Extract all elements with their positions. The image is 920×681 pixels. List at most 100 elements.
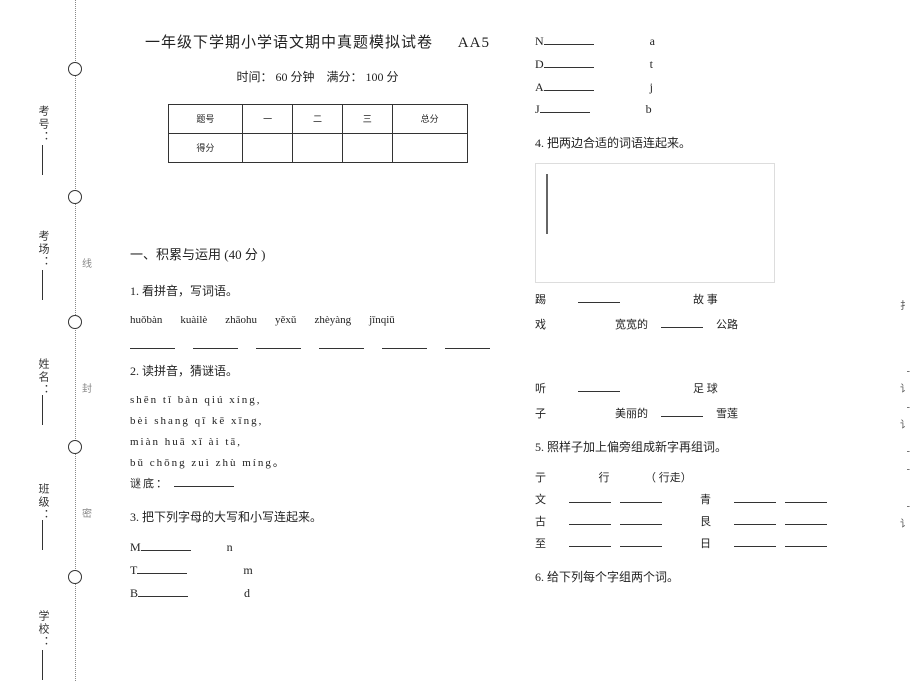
q5-word: 行 — [599, 472, 610, 484]
binding-circle — [68, 440, 82, 454]
exam-subtitle: 时间： 60 分钟 满分： 100 分 — [130, 67, 505, 89]
match-blank[interactable] — [661, 406, 703, 417]
binding-label-name: 姓名： — [35, 358, 51, 397]
pinyin-word: yěxǔ — [275, 311, 296, 331]
answer-blank[interactable] — [569, 514, 611, 525]
score-header: 二 — [293, 104, 343, 133]
q5-row: 古 艮 — [535, 511, 910, 533]
answer-blank[interactable] — [620, 492, 662, 503]
binding-circle — [68, 62, 82, 76]
match-blank[interactable] — [578, 292, 620, 303]
answer-blank[interactable] — [734, 536, 776, 547]
q5-base: 亍 — [535, 467, 563, 489]
binding-label-room: 考场： — [35, 230, 51, 269]
q1-pinyin-row: huǒbàn kuàilè zhāohu yěxǔ zhèyàng jīnqiū — [130, 311, 505, 331]
answer-blank[interactable] — [620, 514, 662, 525]
q5-row: 文 青 — [535, 489, 910, 511]
q3-row: N a — [535, 30, 910, 53]
q2-line: miàn huā xǐ ài tā, — [130, 432, 505, 453]
match-blank[interactable] — [540, 101, 590, 113]
answer-blank[interactable] — [256, 335, 301, 349]
answer-blank[interactable] — [785, 492, 827, 503]
q2-answer: 谜底： — [130, 474, 505, 495]
match-blank[interactable] — [544, 79, 594, 91]
answer-blank[interactable] — [193, 335, 238, 349]
q1-label: 1. 看拼音，写词语。 — [130, 281, 505, 303]
match-blank[interactable] — [138, 585, 188, 597]
score-value: 100 分 — [366, 70, 399, 84]
letter-upper: M — [130, 540, 141, 554]
binding-label-class: 班级： — [35, 483, 51, 522]
match-prefix: 宽宽的 — [615, 316, 648, 336]
q2-line: bǔ chōng zuì zhù míng。 — [130, 453, 505, 474]
binding-circle — [68, 315, 82, 329]
exam-title: 一年级下学期小学语文期中真题模拟试卷 AA5 — [130, 30, 505, 57]
score-row-label: 得分 — [168, 133, 243, 162]
time-value: 60 分钟 — [275, 70, 314, 84]
match-left: 子 — [535, 405, 565, 425]
q2-line: bèi shang qī kē xīng, — [130, 411, 505, 432]
score-cell[interactable] — [243, 133, 293, 162]
q5-row: 至 日 — [535, 533, 910, 555]
q5-right-base: 日 — [700, 533, 728, 555]
q2-line: shēn tǐ bàn qiú xíng, — [130, 390, 505, 411]
q4-label: 4. 把两边合适的词语连起来。 — [535, 133, 910, 155]
answer-blank[interactable] — [734, 514, 776, 525]
score-header: 总分 — [392, 104, 467, 133]
letter-lower: a — [650, 34, 655, 48]
pinyin-word: zhāohu — [225, 311, 257, 331]
title-text: 一年级下学期小学语文期中真题模拟试卷 — [145, 35, 433, 51]
match-blank[interactable] — [544, 56, 594, 68]
binding-underline — [42, 145, 43, 175]
pinyin-word: jīnqiū — [369, 311, 395, 331]
answer-blank[interactable] — [569, 536, 611, 547]
letter-lower: j — [650, 80, 653, 94]
match-blank[interactable] — [141, 539, 191, 551]
answer-blank[interactable] — [620, 536, 662, 547]
answer-blank[interactable] — [785, 514, 827, 525]
q5-right-base: 艮 — [700, 511, 728, 533]
match-line — [546, 174, 548, 234]
answer-blank[interactable] — [569, 492, 611, 503]
binding-underline — [42, 270, 43, 300]
score-header: 一 — [243, 104, 293, 133]
q5-group: （ 行走） — [645, 472, 692, 484]
score-cell[interactable] — [293, 133, 343, 162]
answer-blank[interactable] — [445, 335, 490, 349]
time-label: 时间： — [236, 70, 272, 84]
match-blank[interactable] — [578, 381, 620, 392]
binding-circle — [68, 570, 82, 584]
pinyin-word: huǒbàn — [130, 311, 162, 331]
letter-lower: n — [227, 540, 233, 554]
q3-row: M n — [130, 536, 505, 559]
q3-row: J b — [535, 98, 910, 121]
score-header: 三 — [342, 104, 392, 133]
q3-label: 3. 把下列字母的大写和小写连起来。 — [130, 507, 505, 529]
seal-char: 封 — [82, 380, 92, 395]
binding-label-school: 学校： — [35, 610, 51, 649]
match-blank[interactable] — [661, 317, 703, 328]
match-blank[interactable] — [137, 562, 187, 574]
answer-blank[interactable] — [130, 335, 175, 349]
answer-blank[interactable] — [319, 335, 364, 349]
score-label: 满分： — [327, 70, 363, 84]
letter-lower: d — [244, 586, 250, 600]
q3-row: B d — [130, 582, 505, 605]
q5-base: 至 — [535, 533, 563, 555]
match-right: 足 球 — [693, 380, 718, 400]
match-left: 戏 — [535, 316, 565, 336]
pinyin-word: kuàilè — [180, 311, 207, 331]
right-mark: -讠 — [900, 498, 910, 534]
match-blank[interactable] — [544, 33, 594, 45]
score-cell[interactable] — [342, 133, 392, 162]
q2-label: 2. 读拼音，猜谜语。 — [130, 361, 505, 383]
letter-lower: b — [646, 102, 652, 116]
section-header: 一、积累与运用 (40 分 ) — [130, 243, 505, 266]
q5-example: 亍 行 （ 行走） — [535, 467, 910, 489]
exam-code: AA5 — [458, 35, 490, 51]
answer-blank[interactable] — [174, 475, 234, 487]
answer-blank[interactable] — [382, 335, 427, 349]
answer-blank[interactable] — [785, 536, 827, 547]
score-cell[interactable] — [392, 133, 467, 162]
answer-blank[interactable] — [734, 492, 776, 503]
